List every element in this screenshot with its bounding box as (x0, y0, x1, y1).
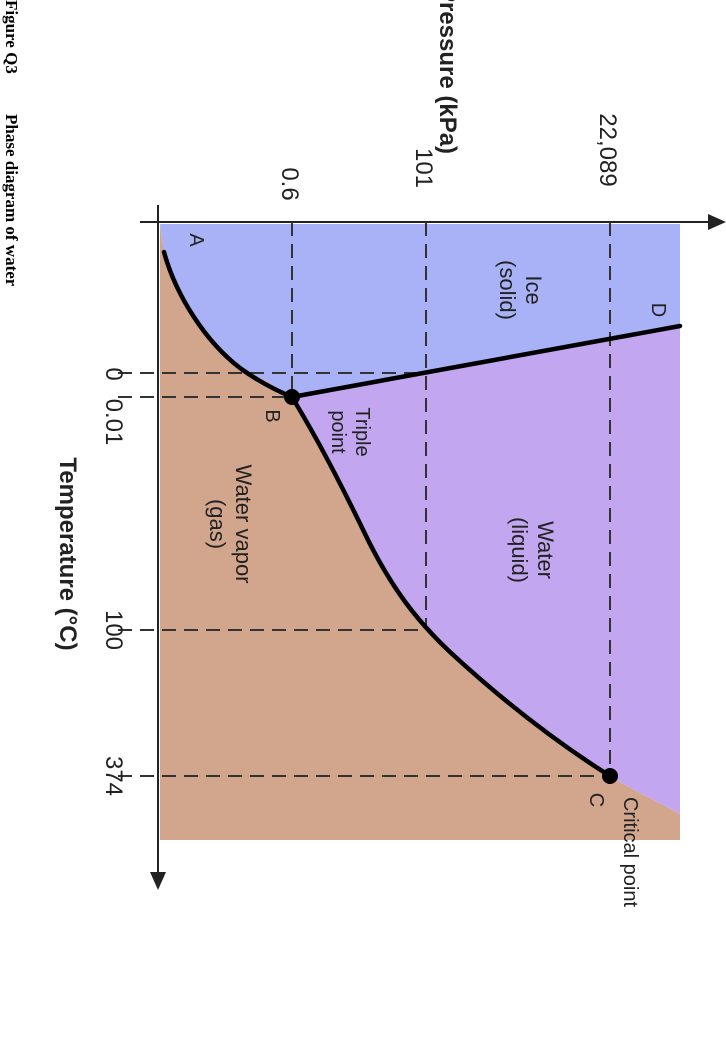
water-label-sub: (liquid) (507, 517, 532, 583)
sublimation-curve (161, 249, 295, 400)
critical-point-label: Critical point (619, 797, 641, 907)
pressure-axis-arrow (708, 214, 726, 230)
ice-label: Ice (521, 275, 546, 304)
water-region (290, 326, 680, 814)
melting-curve (289, 323, 683, 400)
pressure-tick-0-6: 0.6 (276, 167, 303, 200)
vaporization-curve (289, 394, 613, 779)
triple-point-marker (284, 389, 300, 405)
vapor-label-sub: (gas) (205, 499, 230, 549)
temperature-tick-374: 374 (100, 756, 127, 796)
point-d-label: D (647, 303, 669, 317)
temperature-tick-0: 0 (100, 367, 127, 380)
point-a-label: A (185, 233, 207, 247)
triple-point-label-sub: point (327, 410, 349, 454)
critical-point-marker (602, 768, 618, 784)
caption-text: Phase diagram of water (2, 114, 21, 287)
temperature-tick-100: 100 (100, 610, 127, 650)
temperature-axis-arrow (150, 872, 166, 890)
pressure-axis-label: Pressure (kPa) (434, 0, 461, 154)
temperature-axis-label: Temperature (°C) (54, 457, 81, 650)
point-b-label: B (261, 409, 283, 422)
temperature-tick-0-01: 0.01 (100, 399, 127, 446)
caption-label: Figure Q3 (2, 0, 21, 74)
triple-point-label: Triple (351, 407, 373, 456)
pressure-tick-101: 101 (410, 148, 437, 188)
ice-label-sub: (solid) (495, 260, 520, 320)
ice-region (160, 224, 680, 397)
water-label: Water (533, 521, 558, 579)
point-c-label: C (585, 793, 607, 807)
vapor-label: Water vapor (231, 464, 256, 583)
pressure-tick-22089: 22,089 (594, 113, 621, 186)
vapor-region (160, 224, 680, 840)
